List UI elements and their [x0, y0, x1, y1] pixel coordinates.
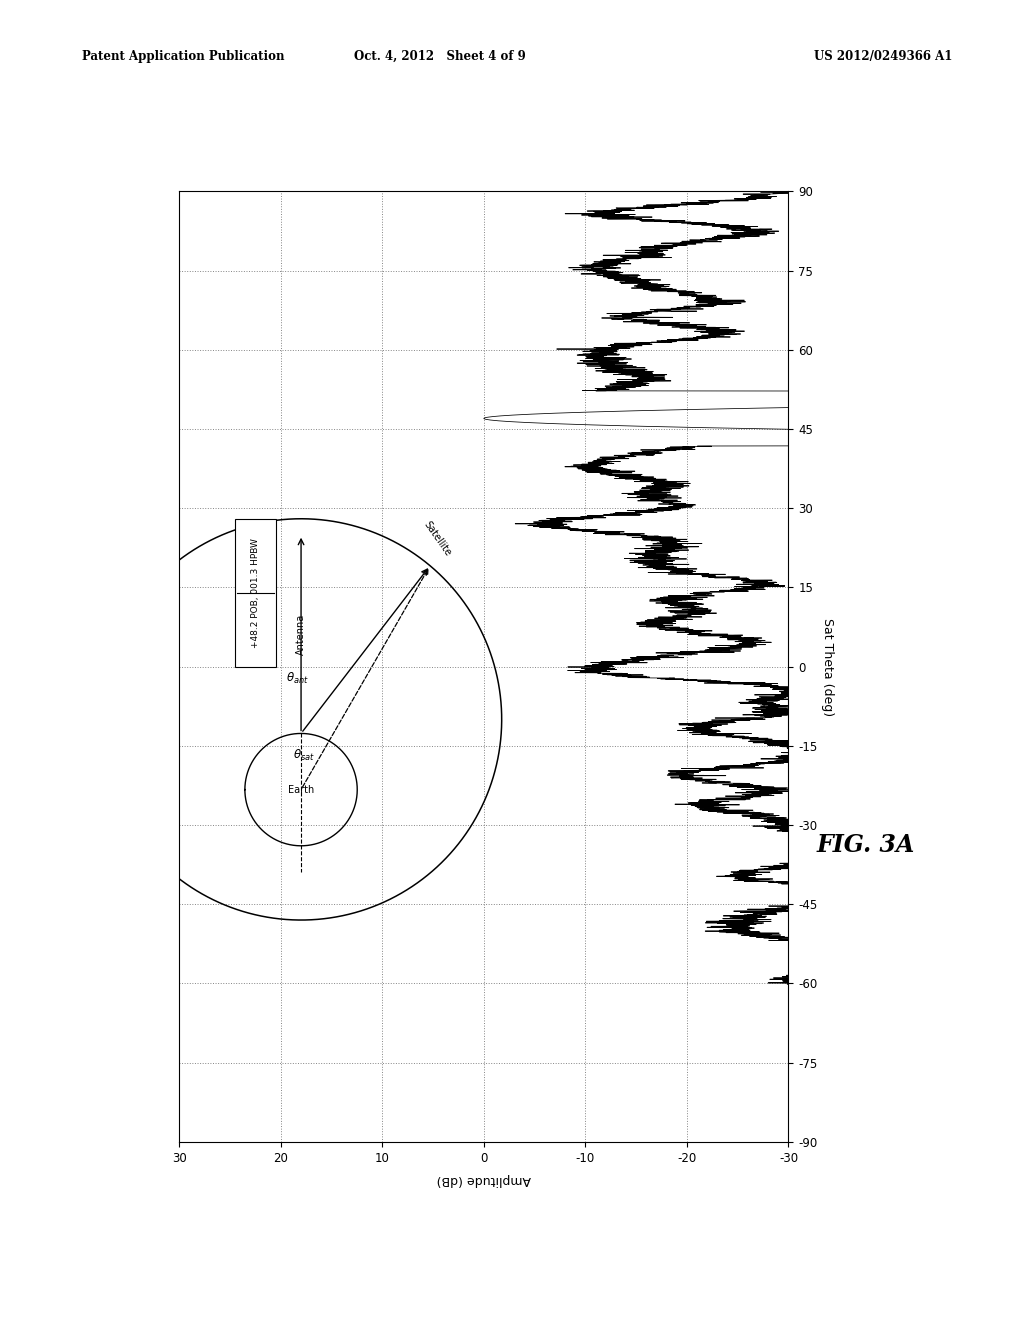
- X-axis label: Amplitude (dB): Amplitude (dB): [436, 1173, 531, 1185]
- Text: $\theta_{ant}$: $\theta_{ant}$: [286, 671, 309, 686]
- Text: Antenna: Antenna: [296, 614, 306, 655]
- Text: US 2012/0249366 A1: US 2012/0249366 A1: [814, 50, 952, 63]
- Text: +48.2 POB, 001.3 HPBW: +48.2 POB, 001.3 HPBW: [251, 537, 260, 648]
- Y-axis label: Sat Theta (deg): Sat Theta (deg): [821, 618, 835, 715]
- Text: Patent Application Publication: Patent Application Publication: [82, 50, 285, 63]
- Text: Satellite: Satellite: [422, 519, 453, 558]
- Text: FIG. 3A: FIG. 3A: [816, 833, 914, 857]
- Text: Oct. 4, 2012   Sheet 4 of 9: Oct. 4, 2012 Sheet 4 of 9: [354, 50, 526, 63]
- FancyBboxPatch shape: [236, 519, 275, 667]
- Text: Earth: Earth: [288, 784, 314, 795]
- Text: $\theta_{sat}$: $\theta_{sat}$: [293, 748, 315, 763]
